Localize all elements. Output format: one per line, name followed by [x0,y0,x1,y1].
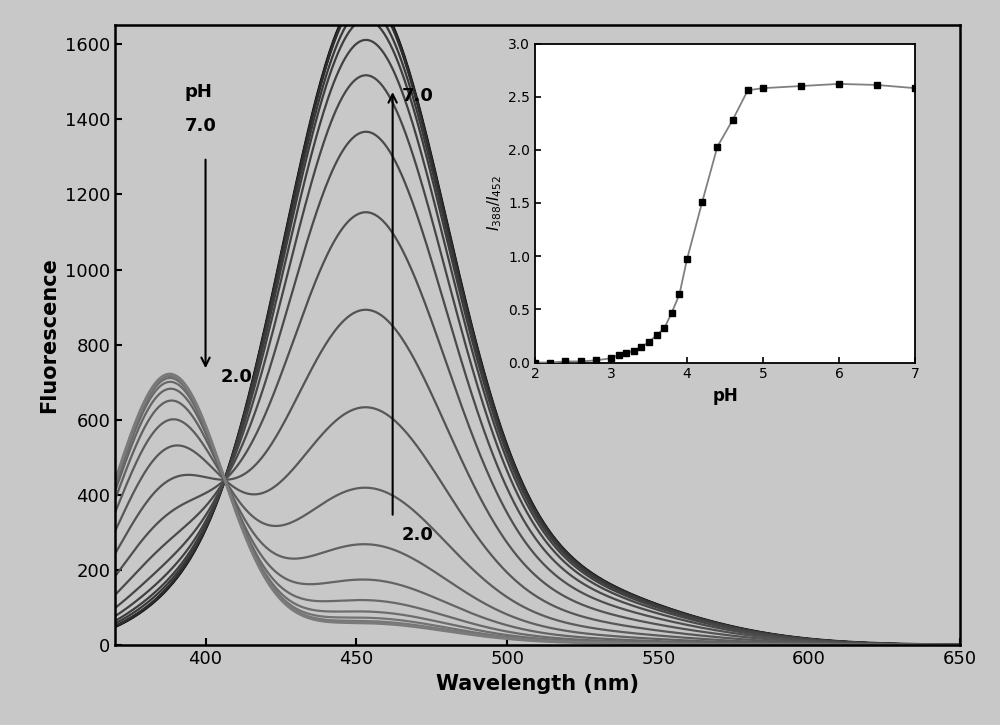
X-axis label: pH: pH [712,387,738,405]
X-axis label: Wavelength (nm): Wavelength (nm) [436,674,639,694]
Y-axis label: $I_{388}/I_{452}$: $I_{388}/I_{452}$ [485,175,504,231]
Text: 2.0: 2.0 [221,368,252,386]
Y-axis label: Fluorescence: Fluorescence [39,257,59,413]
Text: 7.0: 7.0 [402,86,434,104]
Text: 2.0: 2.0 [402,526,434,544]
Text: 7.0: 7.0 [184,117,216,135]
Text: pH: pH [184,83,212,101]
